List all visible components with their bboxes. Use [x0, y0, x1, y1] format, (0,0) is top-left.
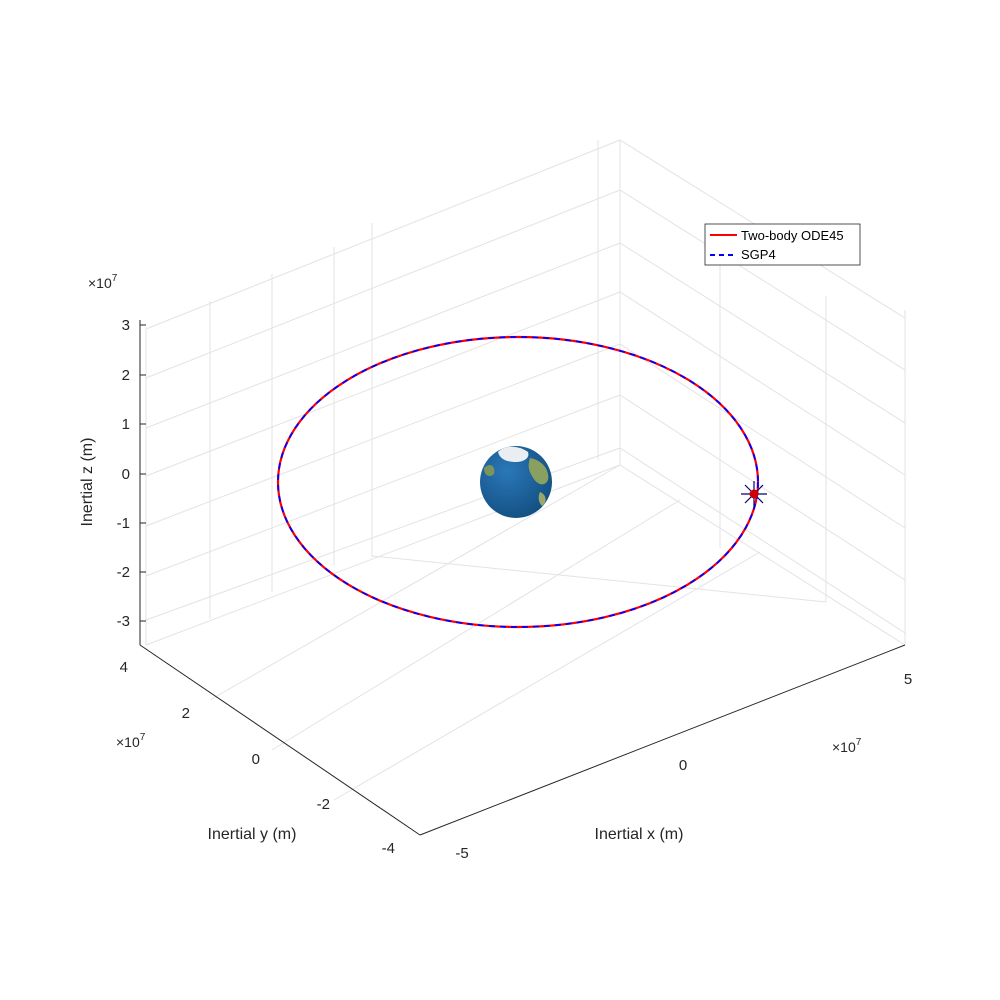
orbit-traces: [276, 335, 760, 629]
y-exponent: ×107: [116, 732, 146, 750]
y-axis-label: Inertial y (m): [208, 826, 297, 843]
y-tick-label: -2: [317, 796, 330, 813]
y-tick-label: 4: [120, 659, 128, 676]
x-tick-label: 5: [904, 671, 912, 688]
y-tick-label: 2: [182, 705, 190, 722]
z-tick-label: -3: [117, 613, 130, 630]
x-axis-ticks: -5 0 5: [455, 671, 912, 862]
y-tick-label: 0: [252, 751, 260, 768]
z-axis-label: Inertial z (m): [79, 438, 96, 527]
x-axis-label: Inertial x (m): [595, 826, 684, 843]
z-exponent: ×107: [88, 273, 118, 291]
z-axis-ticks: 3 2 1 0 -1 -2 -3: [117, 317, 146, 630]
x-tick-label: -5: [455, 845, 468, 862]
legend-label-ode45: Two-body ODE45: [741, 228, 844, 243]
satellite-position-marker: [741, 481, 767, 507]
z-tick-label: 0: [122, 466, 130, 483]
legend: Two-body ODE45 SGP4: [704, 223, 861, 266]
x-exponent: ×107: [832, 737, 862, 755]
axis-lines: [139, 320, 906, 836]
earth-globe: [480, 446, 552, 518]
exponent-labels: ×107 ×107 ×107: [88, 273, 862, 755]
z-tick-label: -1: [117, 515, 130, 532]
y-axis-ticks: 4 2 0 -2 -4: [120, 659, 395, 857]
z-tick-label: 3: [122, 317, 130, 334]
x-tick-label: 0: [679, 757, 687, 774]
z-tick-label: -2: [117, 564, 130, 581]
z-tick-label: 2: [122, 367, 130, 384]
legend-label-sgp4: SGP4: [741, 247, 776, 262]
sgp4-trace: [277, 336, 759, 628]
z-tick-label: 1: [122, 416, 130, 433]
y-tick-label: -4: [382, 840, 395, 857]
